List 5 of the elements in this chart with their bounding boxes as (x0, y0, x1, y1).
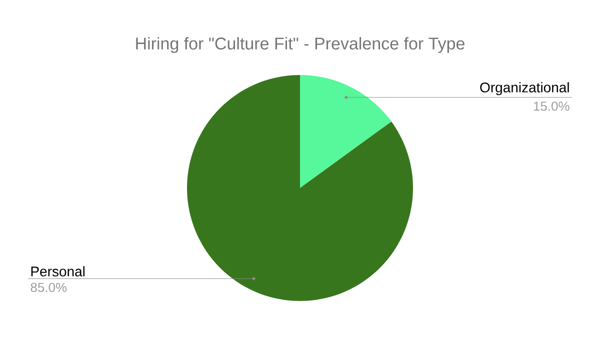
slice-label: Organizational (480, 82, 569, 96)
data-label: 85.0% (30, 282, 67, 292)
slice-label: Personal (31, 266, 85, 276)
data-label: 15.0% (534, 102, 570, 111)
chart-title: Hiring for "Culture Fit" - Prevalence for Type (136, 37, 464, 53)
